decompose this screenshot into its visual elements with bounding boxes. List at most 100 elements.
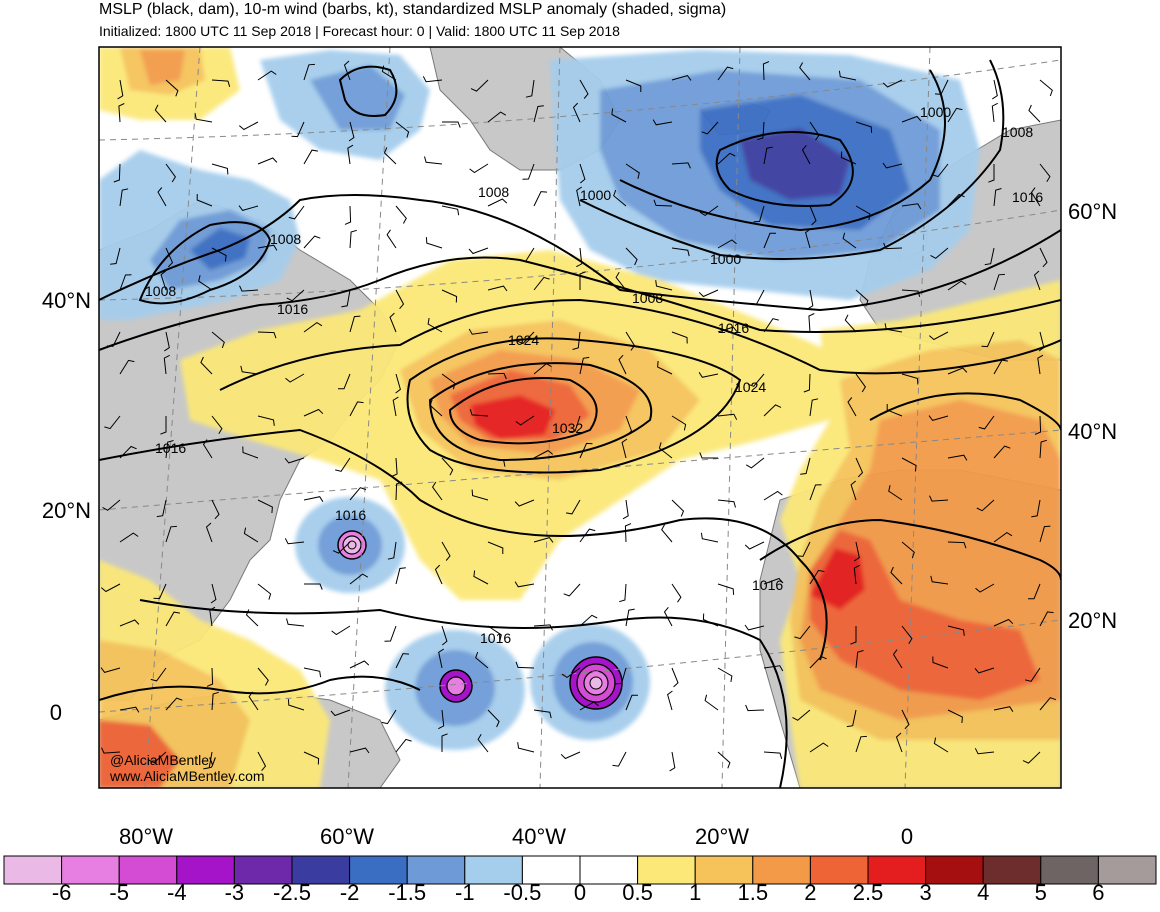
colorbar-swatch [61, 855, 120, 885]
wind-barb [533, 105, 544, 123]
wind-barb [1038, 331, 1045, 352]
wind-barb [717, 326, 738, 333]
wind-barb [1028, 104, 1041, 123]
wind-barb [475, 651, 489, 669]
wind-barb [625, 79, 642, 92]
wind-barb [671, 499, 685, 517]
wind-barb [657, 360, 673, 375]
wind-barb [304, 583, 323, 590]
wind-barb [809, 569, 825, 585]
wind-barb [303, 321, 323, 333]
wind-barb [438, 709, 445, 730]
wind-barb [803, 373, 811, 393]
wind-barb [434, 564, 443, 585]
cyclone-cores [337, 530, 623, 710]
wind-barb [286, 618, 305, 627]
wind-barb [157, 187, 167, 207]
wind-barb [563, 583, 581, 597]
wind-barb [245, 609, 259, 627]
wind-barb [243, 527, 259, 543]
wind-barb [303, 408, 324, 417]
wind-barb [110, 247, 121, 265]
wind-barb [901, 115, 922, 123]
wind-barb [625, 694, 638, 711]
wind-barb [655, 280, 673, 291]
wind-barb [240, 365, 259, 375]
isobar-1000-low [579, 59, 1005, 260]
wind-barb [932, 163, 949, 178]
colorbar-swatch [1097, 855, 1157, 885]
wind-barb [753, 205, 765, 223]
isobar-1008-hudson [138, 221, 272, 305]
wind-barb [198, 275, 213, 291]
wind-barb [395, 373, 401, 394]
wind-barb [118, 103, 125, 123]
wind-barb [993, 359, 1008, 375]
wind-barb [993, 188, 1002, 207]
wind-barb [257, 415, 275, 426]
wind-barb [164, 331, 170, 352]
colorbar-tick-label: 1 [689, 880, 702, 905]
colorbar-swatch [406, 855, 466, 885]
wind-barb [807, 289, 814, 310]
colorbar-tick-label: -3 [224, 880, 245, 905]
wind-barb [381, 65, 397, 81]
wind-barb [211, 331, 225, 349]
colorbar-tick-label: 6 [1092, 880, 1105, 905]
wind-barb [618, 354, 627, 375]
wind-barb [160, 270, 167, 291]
wind-barb [441, 205, 460, 216]
colorbar-tick-label: 2 [804, 880, 817, 905]
wind-barb [763, 404, 782, 417]
isobar-1016-south [139, 599, 788, 788]
wind-barb [842, 232, 857, 249]
wind-barb [238, 205, 259, 211]
isobar-label: 1016 [480, 630, 511, 646]
wind-barb [850, 626, 857, 645]
wind-barb [119, 274, 132, 291]
wind-barb [717, 583, 735, 595]
wind-barb [621, 438, 628, 459]
wind-barb [801, 144, 811, 165]
isobar-label: 1008 [632, 290, 663, 306]
colorbar-tick-label: -6 [51, 880, 72, 905]
pos-anomaly-canada-inner [140, 50, 185, 85]
wind-barb [330, 709, 351, 717]
wind-barb [349, 660, 370, 669]
wind-barb [533, 276, 550, 291]
colorbar-tick-label: 0.5 [622, 880, 653, 905]
wind-barb [285, 373, 305, 383]
wind-barb [100, 583, 121, 593]
wind-barb [533, 537, 554, 543]
latitude-labels: 40°N 20°N 0 60°N 40°N 20°N [42, 199, 1117, 725]
wind-barb [930, 247, 949, 259]
wind-barb [242, 446, 259, 459]
wind-barb [757, 121, 765, 141]
wind-barb [257, 70, 277, 81]
wind-barb [901, 373, 919, 385]
wind-barb [625, 608, 635, 627]
wind-barb [717, 66, 734, 81]
wind-barb [984, 247, 995, 266]
wind-barb [895, 732, 903, 753]
wind-barb [892, 649, 903, 669]
isobar-1016-north [99, 256, 1061, 351]
wind-barb [389, 312, 397, 333]
wind-barb [165, 247, 174, 268]
isobar-label: 1000 [920, 104, 951, 120]
wind-barb [338, 373, 351, 390]
wind-barb [200, 356, 213, 375]
wind-barb [809, 484, 822, 501]
wind-barb [391, 457, 398, 477]
wind-barb [205, 522, 213, 543]
colorbar-tick-label: -1 [455, 880, 475, 905]
wind-barb [625, 331, 636, 351]
wind-barb [163, 354, 170, 375]
wind-barb [809, 655, 827, 669]
wind-barb [487, 111, 507, 123]
wind-barb [988, 164, 995, 183]
wind-barb [487, 285, 508, 292]
wind-barb [763, 490, 783, 501]
pos-anomaly-africa-inner [810, 530, 1040, 700]
wind-barb [653, 199, 673, 207]
